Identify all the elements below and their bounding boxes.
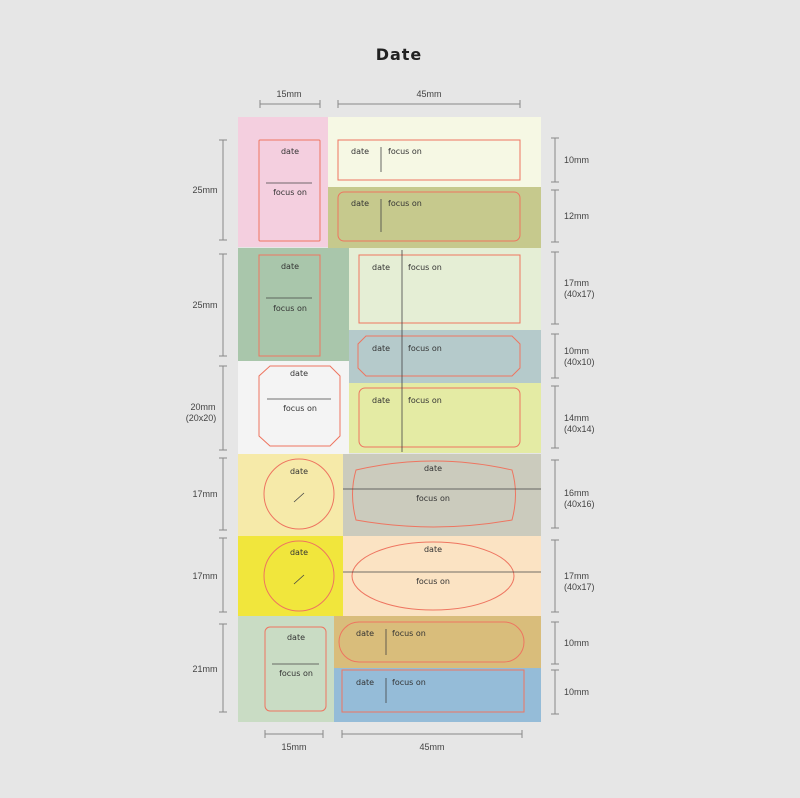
focus-label: focus on (273, 188, 307, 197)
left-dimension-label: 25mm (192, 300, 217, 310)
sticker-yellow-17mm-circle: date (238, 536, 343, 616)
focus-label: focus on (392, 629, 426, 638)
right-dimension-label: 10mm (564, 687, 589, 697)
focus-label: focus on (392, 678, 426, 687)
date-label: date (287, 633, 305, 642)
right-dimension-sublabel: (40x14) (564, 424, 595, 434)
date-label: date (356, 678, 374, 687)
focus-label: focus on (279, 669, 313, 678)
left-dimension-label: 20mm (190, 402, 215, 412)
sticker-white-20mm: date focus on (238, 361, 349, 454)
right-dimension-label: 10mm (564, 346, 589, 356)
focus-label: focus on (273, 304, 307, 313)
right-dimension-label: 16mm (564, 488, 589, 498)
right-dimension-label: 17mm (564, 571, 589, 581)
focus-label: focus on (388, 199, 422, 208)
bottom-dimension-right: 45mm (341, 730, 523, 752)
right-dimension-label: 10mm (564, 155, 589, 165)
right-dimension-label: 17mm (564, 278, 589, 288)
date-label: date (372, 396, 390, 405)
sticker-olive-12mm: date focus on (328, 187, 541, 248)
focus-label: focus on (388, 147, 422, 156)
right-dimensions: 10mm 12mm 17mm (40x17) 10mm (40x10) 14mm… (551, 137, 595, 715)
sticker-peach-17mm-oval: date focus on (343, 536, 541, 616)
right-dimension-sublabel: (40x10) (564, 357, 595, 367)
right-dimension-label: 14mm (564, 413, 589, 423)
left-dimension-label: 17mm (192, 571, 217, 581)
page-title: Date (376, 45, 423, 64)
top-left-dimension-label: 15mm (276, 89, 301, 99)
sticker-blue-grey-10mm: date focus on (349, 330, 541, 383)
date-label: date (290, 369, 308, 378)
sticker-sage-25mm: date focus on (238, 248, 349, 361)
right-dimension-sublabel: (40x17) (564, 289, 595, 299)
sticker-tan-10mm-rounded: date focus on (334, 616, 541, 668)
right-dimension-sublabel: (40x17) (564, 582, 595, 592)
sticker-cream-10mm: date focus on (328, 117, 541, 187)
right-dimension-label: 12mm (564, 211, 589, 221)
sticker-pink-25mm: date focus on (238, 117, 328, 247)
focus-label: focus on (416, 577, 450, 586)
left-dimension-label: 25mm (192, 185, 217, 195)
focus-label: focus on (283, 404, 317, 413)
date-label: date (351, 199, 369, 208)
left-dimensions: 25mm 25mm 20mm (20x20) 17mm 17mm 21mm (186, 139, 227, 713)
bottom-left-dimension-label: 15mm (281, 742, 306, 752)
sticker-grey-taupe-16mm: date focus on (343, 454, 541, 536)
focus-label: focus on (408, 396, 442, 405)
top-dimension-left: 15mm (259, 89, 321, 108)
date-label: date (356, 629, 374, 638)
sticker-mint-green-21mm: date focus on (238, 616, 334, 722)
date-label: date (372, 344, 390, 353)
sticker-butter-17mm-circle: date (238, 454, 343, 536)
left-dimension-label: 21mm (192, 664, 217, 674)
date-label: date (290, 467, 308, 476)
right-dimension-sublabel: (40x16) (564, 499, 595, 509)
date-label: date (424, 464, 442, 473)
top-dimension-right: 45mm (337, 89, 521, 108)
left-dimension-label: 17mm (192, 489, 217, 499)
bottom-dimension-left: 15mm (264, 730, 324, 752)
top-right-dimension-label: 45mm (416, 89, 441, 99)
date-label: date (372, 263, 390, 272)
sticker-lime-light-14mm: date focus on (349, 383, 541, 453)
date-label: date (281, 147, 299, 156)
sticker-sky-10mm: date focus on (334, 668, 541, 722)
date-label: date (424, 545, 442, 554)
focus-label: focus on (408, 344, 442, 353)
date-label: date (290, 548, 308, 557)
focus-label: focus on (416, 494, 450, 503)
focus-label: focus on (408, 263, 442, 272)
left-dimension-sublabel: (20x20) (186, 413, 217, 423)
right-dimension-label: 10mm (564, 638, 589, 648)
bottom-right-dimension-label: 45mm (419, 742, 444, 752)
sticker-mint-light-17mm: date focus on (349, 248, 541, 330)
date-label: date (351, 147, 369, 156)
date-label: date (281, 262, 299, 271)
